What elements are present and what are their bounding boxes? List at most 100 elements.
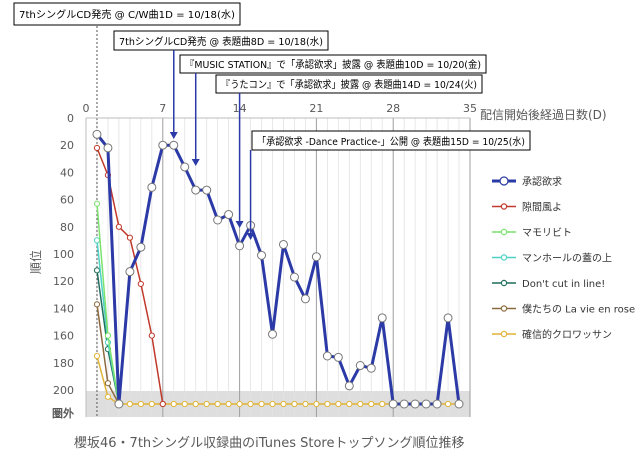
legend-swatch-marker	[500, 305, 508, 312]
annotation-box	[251, 130, 531, 151]
legend-swatch-marker	[500, 254, 508, 261]
legend-item-0: 承認欲求	[492, 175, 562, 188]
data-point	[333, 352, 343, 362]
data-point	[93, 237, 101, 244]
legend-item-5: 僕たちの La vie en rose	[492, 303, 635, 316]
data-point	[322, 351, 332, 361]
data-point	[159, 400, 166, 408]
data-point	[93, 301, 101, 308]
data-point	[202, 185, 212, 195]
x-tick-label: 35	[463, 102, 477, 115]
data-point	[126, 234, 133, 241]
data-point	[366, 363, 376, 373]
y-tick-label: 160	[53, 330, 74, 343]
annotation-text: 『うたコン』で「承認欲求」披露 @ 表題曲14D = 10/24(火)	[221, 78, 477, 91]
data-point	[289, 272, 299, 282]
data-point	[399, 399, 409, 409]
x-tick-label: 0	[83, 102, 90, 115]
annotation-box	[13, 2, 241, 26]
data-point	[280, 400, 287, 408]
legend-label: 承認欲求	[522, 175, 562, 188]
y-tick-label: 60	[60, 194, 74, 207]
series-layer	[92, 129, 464, 409]
data-point	[444, 400, 452, 408]
data-point	[247, 400, 254, 408]
y-tick-label: 20	[60, 139, 74, 152]
data-point	[169, 140, 179, 150]
annotation-arrowhead	[169, 132, 178, 139]
data-point	[368, 400, 375, 408]
data-point	[258, 400, 265, 408]
data-point	[235, 241, 245, 251]
y-out-label: 圏外	[52, 406, 74, 420]
annotation-box	[215, 74, 483, 94]
data-point	[93, 267, 101, 274]
data-point	[93, 200, 101, 207]
data-point	[302, 400, 309, 408]
annotation-arrowhead	[191, 159, 200, 166]
data-point	[432, 399, 442, 409]
data-point	[104, 393, 112, 400]
annotation-box	[113, 30, 329, 51]
legend-label: 僕たちの La vie en rose	[522, 303, 635, 316]
y-tick-label: 200	[53, 384, 74, 397]
data-point	[170, 400, 177, 408]
legend-label: 隙間風よ	[522, 201, 562, 214]
data-point	[136, 242, 146, 252]
data-point	[103, 143, 113, 153]
annotation-1: 7thシングルCD発売 @ 表題曲8D = 10/18(水)	[113, 30, 329, 139]
y-tick-label: 180	[53, 357, 74, 370]
legend-swatch-marker	[500, 203, 508, 210]
data-point	[93, 144, 101, 152]
data-point	[410, 399, 420, 409]
data-point	[191, 185, 201, 195]
data-point	[148, 400, 155, 408]
data-point	[137, 280, 144, 288]
data-point	[335, 400, 342, 408]
legend-label: 確信的クロワッサン	[522, 328, 612, 341]
series-line	[95, 133, 461, 406]
legend-item-2: マモリビト	[492, 227, 572, 239]
data-point	[214, 400, 221, 408]
data-point	[181, 400, 188, 408]
legend-swatch-marker	[500, 279, 508, 287]
annotation-4: 「承認欲求 -Dance Practice-」公開 @ 表題曲15D = 10/…	[246, 130, 531, 240]
data-point	[454, 399, 464, 409]
y-tick-label: 100	[53, 248, 74, 261]
data-point	[224, 210, 234, 220]
annotation-text: 「承認欲求 -Dance Practice-」公開 @ 表題曲15D = 10/…	[257, 135, 525, 148]
data-point	[346, 400, 353, 408]
data-point	[125, 267, 135, 277]
legend-item-1: 隙間風よ	[492, 201, 562, 214]
y-axis-label: 順位	[28, 250, 43, 274]
annotation-arrowhead	[246, 233, 255, 240]
data-point	[115, 223, 123, 230]
annotation-box	[179, 54, 487, 74]
data-point	[93, 352, 101, 360]
data-point	[236, 400, 243, 408]
data-point	[357, 400, 364, 408]
legend-item-6: 確信的クロワッサン	[492, 328, 612, 341]
legend-item-3: マンホールの蓋の上	[492, 253, 612, 265]
legend-label: マンホールの蓋の上	[522, 253, 612, 265]
x-tick-label: 28	[386, 102, 400, 115]
data-point	[268, 329, 278, 339]
data-point	[278, 239, 288, 249]
data-point	[158, 140, 168, 150]
data-point	[137, 400, 144, 408]
data-point	[104, 332, 112, 339]
annotation-text: 7thシングルCD発売 @ C/W曲1D = 10/18(水)	[19, 8, 235, 21]
series-0	[92, 129, 464, 409]
legend-swatch-marker	[500, 330, 508, 338]
data-point	[192, 400, 199, 408]
legend-swatch-marker	[499, 176, 509, 186]
data-point	[311, 252, 321, 262]
data-point	[104, 380, 112, 387]
data-point	[313, 400, 320, 408]
x-tick-label: 7	[159, 102, 166, 115]
data-point	[443, 313, 453, 323]
annotation-arrowhead	[235, 221, 244, 228]
